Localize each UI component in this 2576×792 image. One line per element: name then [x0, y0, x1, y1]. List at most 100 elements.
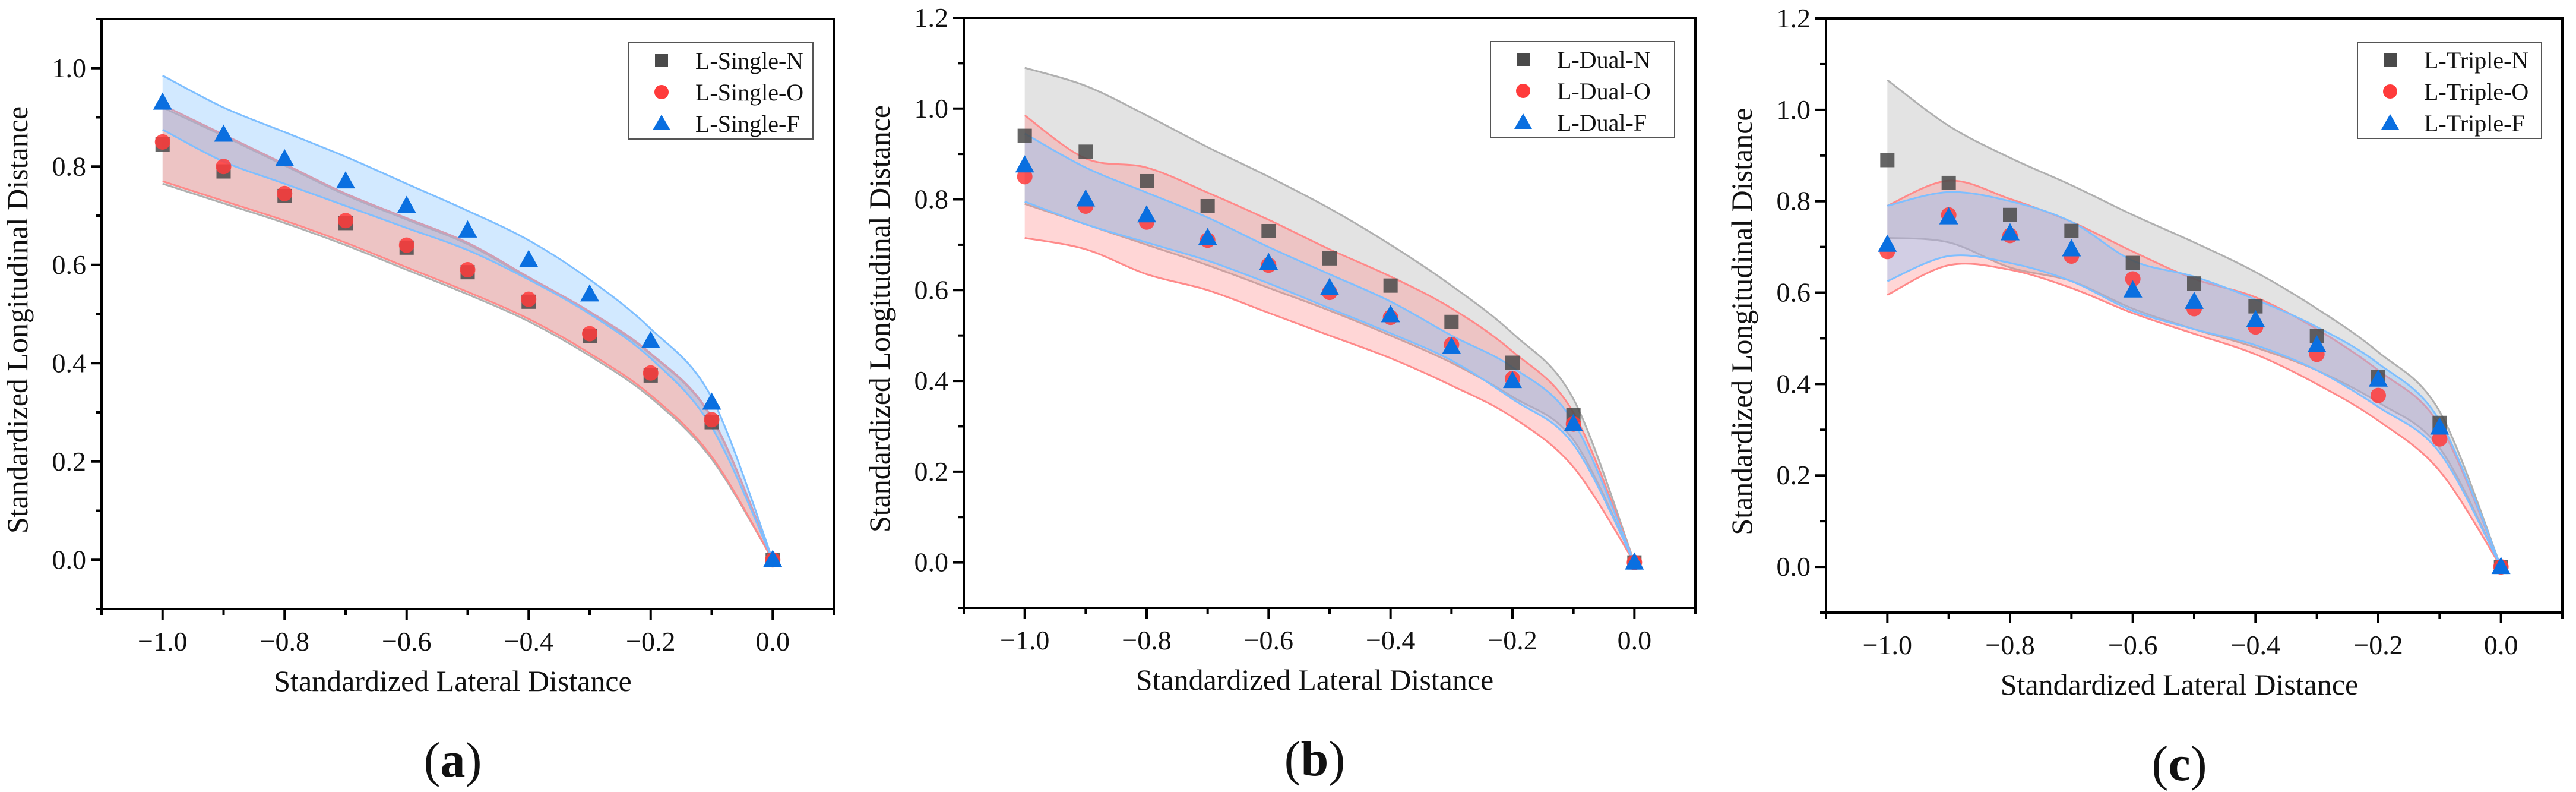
x-tick-label: −0.8: [1985, 630, 2034, 660]
data-point-square: [1941, 175, 1956, 190]
y-tick-label: 1.0: [52, 53, 87, 83]
data-point-triangle: [641, 331, 660, 349]
band-lower-line: [162, 182, 774, 561]
x-tick-label: 0.0: [1618, 625, 1652, 655]
legend-square-icon: [1517, 53, 1530, 66]
legend-label: L-Triple-F: [2424, 110, 2525, 137]
y-axis-title: Standardized Longitudinal Distance: [863, 105, 896, 532]
data-point-square: [1140, 173, 1154, 188]
panel-label: (c): [2151, 736, 2207, 791]
data-point-triangle: [1137, 205, 1156, 223]
data-point-triangle: [1015, 155, 1034, 173]
data-point-square: [1322, 251, 1337, 266]
data-point-triangle: [1939, 207, 1958, 225]
data-point-triangle: [519, 250, 539, 267]
band-lower-line: [162, 128, 774, 560]
band-lower-line: [1887, 263, 2502, 567]
band-lower-line: [1887, 254, 2502, 567]
data-point-triangle: [2491, 557, 2511, 575]
data-point-square: [1383, 278, 1398, 293]
data-point-square: [2064, 223, 2079, 238]
data-point-triangle: [1625, 552, 1644, 570]
x-tick-label: −0.2: [626, 626, 675, 657]
legend-label: L-Single-N: [695, 48, 803, 74]
legend-square-icon: [655, 54, 668, 67]
y-tick-label: 0.0: [1777, 551, 1811, 582]
y-tick-label: 0.8: [1777, 186, 1811, 216]
y-tick-label: 0.0: [52, 544, 87, 575]
data-point-circle: [154, 134, 170, 150]
data-point-square: [1505, 355, 1520, 370]
data-point-square: [2248, 299, 2263, 314]
data-point-circle: [704, 412, 720, 428]
data-point-triangle: [2430, 417, 2450, 435]
data-point-circle: [643, 365, 659, 381]
band-upper-line: [1887, 79, 2502, 567]
x-tick-label: −1.0: [1000, 625, 1049, 655]
data-point-square: [1017, 128, 1032, 143]
data-point-triangle: [1320, 277, 1339, 295]
x-axis-title: Standardized Lateral Distance: [2001, 668, 2359, 701]
data-point-square: [1200, 198, 1215, 213]
legend-label: L-Single-F: [695, 111, 800, 137]
band-upper-line: [1024, 115, 1635, 563]
data-point-triangle: [214, 124, 233, 142]
data-point-triangle: [1503, 371, 1522, 389]
band-upper-line: [162, 74, 774, 560]
chart-panel-a: −1.0 −0.8 −0.6 −0.4 −0.2 0.0 0.0 0.2 0.4 0.6 0.8 1.…: [1, 18, 835, 788]
x-tick-label: 0.0: [756, 626, 790, 657]
data-point-triangle: [2062, 239, 2081, 257]
panel-letter: c: [2168, 736, 2190, 791]
y-tick-label: 0.0: [914, 547, 949, 578]
y-tick-label: 0.4: [1777, 368, 1811, 399]
confidence-band: [1887, 80, 2501, 567]
data-point-triangle: [275, 149, 295, 166]
y-tick-label: 0.8: [914, 184, 949, 214]
data-point-circle: [1017, 169, 1033, 185]
y-tick-label: 1.2: [1777, 3, 1811, 33]
x-tick-label: −0.2: [2353, 630, 2403, 660]
data-point-circle: [338, 213, 353, 229]
legend-label: L-Triple-O: [2424, 78, 2528, 105]
data-point-triangle: [2185, 291, 2204, 309]
y-tick-label: 0.4: [52, 348, 87, 378]
data-point-circle: [2371, 387, 2386, 403]
data-point-triangle: [2123, 280, 2143, 298]
x-axis-title: Standardized Lateral Distance: [274, 664, 632, 698]
data-point-circle: [2432, 431, 2448, 447]
data-point-triangle: [153, 92, 172, 110]
data-point-square: [2125, 255, 2140, 270]
data-point-circle: [2125, 271, 2141, 287]
y-tick-label: 0.2: [52, 446, 87, 477]
band-upper-line: [1024, 132, 1635, 563]
legend-square-icon: [2384, 53, 2397, 67]
legend-circle-icon: [2383, 84, 2397, 99]
x-tick-label: −0.6: [382, 626, 431, 657]
x-tick-label: −1.0: [138, 626, 187, 657]
data-point-circle: [398, 237, 414, 253]
panel-letter: b: [1301, 731, 1329, 787]
x-axis-title: Standardized Lateral Distance: [1136, 663, 1494, 696]
y-axis-title: Standardized Longitudinal Distance: [1725, 108, 1758, 535]
data-point-triangle: [2369, 369, 2388, 387]
confidence-band: [1024, 115, 1635, 563]
data-point-triangle: [1076, 189, 1096, 207]
y-tick-label: 1.0: [914, 93, 949, 124]
confidence-band: [162, 105, 773, 560]
y-tick-label: 1.2: [914, 2, 949, 33]
legend-triangle-icon: [1514, 113, 1532, 129]
legend-label: L-Triple-N: [2424, 47, 2528, 74]
data-point-square: [1880, 153, 1895, 168]
x-tick-label: −0.2: [1488, 625, 1537, 655]
x-tick-label: −0.8: [260, 626, 309, 657]
legend-label: L-Dual-F: [1557, 109, 1647, 136]
data-point-circle: [277, 185, 293, 201]
band-lower-line: [1024, 200, 1635, 563]
data-point-triangle: [1442, 336, 1461, 354]
data-point-triangle: [1198, 228, 1217, 245]
panel-label: (a): [424, 733, 482, 788]
y-tick-label: 1.0: [1777, 94, 1811, 125]
data-point-square: [1078, 144, 1093, 159]
band-upper-line: [1024, 67, 1635, 563]
